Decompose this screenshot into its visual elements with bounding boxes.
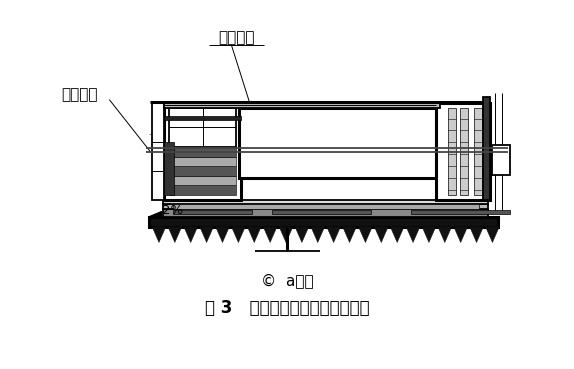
Polygon shape [470, 227, 483, 242]
Polygon shape [247, 227, 261, 242]
Bar [169, 157, 236, 166]
Polygon shape [374, 227, 388, 242]
Bar [411, 210, 510, 214]
Bar [163, 200, 488, 204]
Bar [169, 176, 236, 185]
Bar [169, 185, 236, 195]
Bar [163, 209, 488, 217]
Polygon shape [295, 227, 309, 242]
Bar [460, 108, 468, 195]
Polygon shape [231, 227, 245, 242]
Bar [474, 108, 482, 195]
Polygon shape [390, 227, 404, 242]
Polygon shape [200, 227, 214, 242]
Polygon shape [184, 227, 197, 242]
Polygon shape [453, 227, 468, 242]
Polygon shape [343, 227, 356, 242]
Bar [149, 217, 498, 227]
Bar [164, 115, 241, 121]
Text: 2%: 2% [162, 204, 183, 217]
Polygon shape [152, 227, 166, 242]
Text: 横移轨道: 横移轨道 [61, 87, 98, 102]
Bar [436, 103, 490, 200]
Polygon shape [422, 227, 436, 242]
Bar [169, 147, 236, 157]
Bar [164, 142, 174, 195]
Text: ©  a大样: © a大样 [261, 273, 313, 288]
Polygon shape [263, 227, 277, 242]
Polygon shape [358, 227, 373, 242]
Polygon shape [486, 227, 499, 242]
Polygon shape [216, 227, 230, 242]
Bar [173, 210, 252, 214]
Polygon shape [279, 227, 293, 242]
Bar [164, 103, 241, 200]
Bar [164, 101, 440, 108]
Polygon shape [149, 211, 161, 216]
Text: 图 3   吸索梗车及横移轨道布置图: 图 3 吸索梗车及横移轨道布置图 [205, 299, 369, 317]
Bar [169, 108, 236, 147]
Text: 立式索盘: 立式索盘 [218, 31, 255, 46]
Bar [272, 210, 371, 214]
Polygon shape [406, 227, 420, 242]
Bar [163, 204, 488, 209]
Polygon shape [168, 227, 182, 242]
Polygon shape [438, 227, 452, 242]
Bar [173, 204, 479, 209]
Bar [448, 108, 456, 195]
Polygon shape [327, 227, 340, 242]
Bar [152, 103, 164, 200]
Bar [492, 145, 510, 175]
Bar [169, 166, 236, 176]
Polygon shape [311, 227, 325, 242]
Bar [483, 97, 490, 200]
Bar [239, 108, 436, 178]
